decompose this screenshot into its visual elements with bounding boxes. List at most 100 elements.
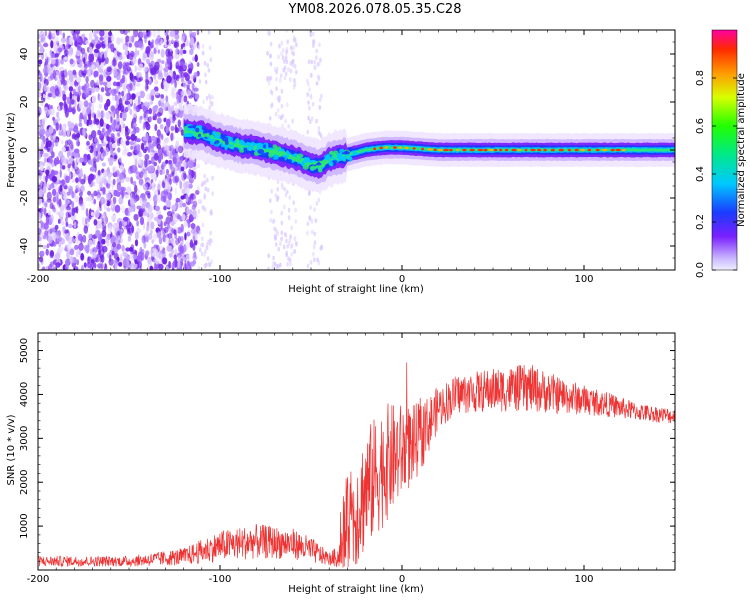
spectrogram-streak-point — [208, 105, 211, 111]
spectrogram-noise-point — [88, 214, 92, 220]
spectrogram-streak-point — [280, 182, 284, 188]
spectrogram-streak-point — [314, 65, 317, 71]
spectrogram-noise-point — [154, 123, 158, 132]
spectrogram-noise-point — [134, 65, 137, 73]
spectrogram-streak-point — [293, 249, 296, 255]
spectrogram-noise-point — [104, 33, 110, 38]
spectrogram-noise-point — [145, 123, 151, 131]
spectrogram-noise-point — [174, 33, 180, 40]
spectrogram-streak-point — [314, 218, 318, 224]
spectrogram-noise-point — [103, 215, 108, 224]
spectrogram-noise-point — [153, 266, 158, 270]
spectrogram-streak-point — [319, 57, 322, 63]
spectrogram-noise-point — [112, 242, 117, 248]
spectrogram-noise-point — [121, 204, 125, 214]
spectrogram-noise-point — [68, 185, 73, 192]
spectrogram-peak-dot — [504, 148, 509, 152]
spectrogram-noise-point — [59, 184, 63, 192]
spectrogram-noise-point — [101, 162, 106, 167]
spectrogram-noise-point — [178, 215, 183, 222]
spectrogram-ridge-blob — [275, 146, 282, 150]
spectrogram-noise-point — [150, 221, 155, 230]
spectrogram-noise-point — [128, 206, 134, 213]
spectrogram-noise-point — [122, 251, 127, 257]
colorbar-gradient — [711, 29, 738, 271]
spectrogram-noise-point — [150, 50, 154, 58]
spectrogram-noise-point — [55, 30, 60, 36]
spectrogram-noise-point — [106, 200, 111, 207]
spectrogram-noise-point — [47, 109, 52, 115]
spectrogram-noise-point — [77, 233, 83, 241]
spectrogram-noise-point — [40, 100, 44, 107]
spectrogram-noise-point — [143, 121, 146, 129]
snr-y-tick-label: 3000 — [19, 426, 30, 451]
spectrogram-streak-point — [285, 238, 288, 244]
spectrogram-noise-point — [93, 48, 100, 54]
spectrogram-noise-point — [46, 243, 50, 249]
colorbar-ticks: 0.0 0.2 0.4 0.6 0.8 — [695, 70, 737, 278]
spectrogram-noise-point — [139, 265, 142, 270]
spectrogram-noise-point — [75, 30, 81, 35]
spectrogram-noise-point — [53, 37, 60, 44]
spectrogram-noise-point — [64, 68, 68, 78]
spectrogram-noise-point — [38, 34, 41, 39]
spectrogram-noise-point — [47, 210, 51, 216]
spectrogram-noise-point — [96, 30, 100, 34]
spectrogram-noise-point — [69, 71, 73, 78]
spectrogram-noise-point — [154, 38, 160, 46]
snr-x-tick-label: -100 — [209, 574, 232, 585]
spectrogram-ridge-blob — [193, 132, 199, 137]
spectrogram-noise-point — [60, 37, 67, 43]
spectrogram-noise-point — [113, 69, 118, 77]
spectrogram-noise-point — [157, 30, 161, 36]
spectrogram-noise-point — [105, 111, 111, 120]
spectrogram-noise-point — [65, 175, 70, 184]
spectrogram-noise-point — [124, 76, 128, 86]
spectrogram-noise-point — [69, 150, 72, 157]
spectrogram-streak-point — [197, 186, 200, 192]
spectrogram-noise-point — [64, 258, 70, 268]
spectrogram-noise-point — [108, 141, 113, 149]
spectrogram-noise-point — [51, 176, 57, 183]
spectrogram-noise-point — [111, 215, 117, 221]
spectrogram-streak-point — [309, 119, 312, 125]
spectrogram-streak-point — [270, 188, 273, 194]
spectrogram-noise-point — [152, 30, 157, 38]
spectrogram-streak-point — [317, 197, 321, 203]
spectrogram-noise-point — [78, 122, 83, 127]
spectrogram-noise-point — [58, 102, 64, 107]
spectrogram-noise-point — [145, 250, 150, 257]
spectrogram-noise-point — [162, 139, 168, 147]
spectrogram-noise-point — [175, 161, 180, 168]
spectrogram-noise-point — [191, 204, 196, 211]
spectrogram-x-tick-label: -100 — [209, 274, 232, 285]
spectrogram-streak-point — [272, 255, 275, 261]
spectrogram-noise-point — [148, 233, 153, 240]
spectrogram-noise-point — [103, 203, 108, 210]
spectrogram-noise-point — [157, 245, 164, 251]
spectrogram-streak-point — [286, 39, 290, 45]
spectrogram-noise-point — [107, 242, 112, 247]
snr-panel: -200 -100 0 100 1000 2000 3000 4000 5000 Height … — [6, 332, 676, 595]
spectrogram-noise-point — [94, 36, 98, 42]
spectrogram-noise-point — [172, 87, 177, 92]
spectrogram-noise-point — [105, 123, 110, 130]
spectrogram-streak-point — [319, 97, 322, 103]
spectrogram-noise-point — [59, 123, 62, 131]
spectrogram-noise-point — [58, 150, 64, 158]
spectrogram-noise-point — [98, 43, 103, 48]
spectrogram-noise-point — [56, 232, 61, 237]
spectrogram-noise-point — [139, 90, 145, 99]
spectrogram-streak-point — [292, 45, 295, 51]
spectrogram-ridge-blob — [220, 144, 225, 148]
spectrogram-ridge-blob — [239, 148, 245, 153]
spectrogram-noise-point — [127, 152, 133, 157]
spectrogram-peak-dot — [610, 148, 615, 152]
spectrogram-noise-point — [133, 213, 139, 221]
spectrogram-noise-point — [177, 254, 181, 262]
spectrogram-noise-point — [98, 181, 103, 190]
spectrogram-noise-point — [125, 247, 130, 252]
spectrogram-ridge-blob — [222, 136, 229, 142]
spectrogram-noise-point — [73, 100, 77, 108]
spectrogram-noise-point — [47, 66, 53, 75]
